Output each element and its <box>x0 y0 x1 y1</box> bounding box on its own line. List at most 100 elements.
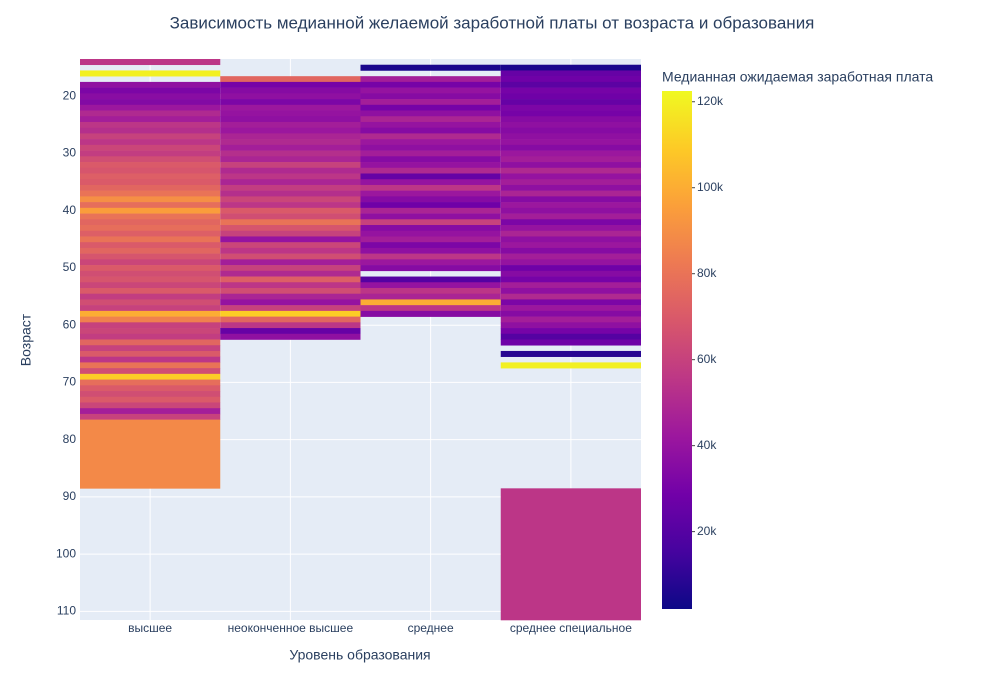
heatmap-cell <box>500 184 641 191</box>
heatmap-cell <box>80 230 221 237</box>
y-tick-label: 40 <box>63 203 77 217</box>
heatmap-cell <box>80 150 221 157</box>
heatmap-cell <box>220 219 361 226</box>
heatmap-cell <box>500 139 641 146</box>
y-tick-label: 80 <box>63 432 77 446</box>
heatmap-cell <box>500 488 641 621</box>
y-tick-label: 100 <box>56 546 76 560</box>
heatmap-cell <box>80 167 221 174</box>
y-tick-label: 20 <box>63 88 77 102</box>
heatmap-cell <box>500 219 641 226</box>
heatmap-cell <box>360 190 501 197</box>
heatmap-cell <box>80 127 221 134</box>
heatmap-cell <box>360 104 501 111</box>
heatmap-cell <box>360 282 501 289</box>
heatmap-cell <box>500 116 641 123</box>
heatmap-cell <box>220 328 361 335</box>
heatmap-cell <box>220 333 361 340</box>
heatmap-cell <box>360 144 501 151</box>
heatmap-cell <box>220 133 361 140</box>
heatmap-cell <box>500 242 641 249</box>
heatmap-cell <box>220 156 361 163</box>
y-tick-label: 50 <box>63 260 77 274</box>
heatmap-cell <box>500 305 641 312</box>
heatmap-cell <box>500 156 641 163</box>
heatmap-cell <box>220 242 361 249</box>
heatmap-cell <box>80 162 221 169</box>
heatmap-cell <box>360 150 501 157</box>
heatmap-cell <box>500 127 641 134</box>
heatmap-cell <box>80 402 221 409</box>
heatmap-cell <box>360 299 501 306</box>
heatmap-cell <box>500 144 641 151</box>
heatmap-cell <box>500 253 641 260</box>
heatmap-cell <box>360 287 501 295</box>
heatmap-cell <box>220 139 361 146</box>
heatmap-cell <box>80 259 221 266</box>
heatmap-cell <box>500 64 641 71</box>
heatmap-cell <box>500 81 641 88</box>
heatmap-cell <box>220 287 361 295</box>
heatmap-cell <box>80 81 221 88</box>
x-axis-title: Уровень образования <box>289 647 430 663</box>
heatmap-cell <box>500 162 641 169</box>
heatmap-cell <box>220 127 361 134</box>
heatmap-cell <box>360 219 501 226</box>
heatmap-cell <box>80 184 221 191</box>
heatmap-cell <box>80 373 221 380</box>
heatmap-cell <box>80 242 221 249</box>
heatmap-cell <box>80 219 221 226</box>
heatmap-cell <box>360 121 501 128</box>
heatmap-cell <box>500 310 641 317</box>
x-tick-label: неоконченное высшее <box>228 621 354 635</box>
heatmap-cell <box>220 104 361 111</box>
heatmap-cell <box>80 104 221 111</box>
heatmap-cell <box>220 236 361 243</box>
heatmap-cell <box>80 121 221 128</box>
heatmap-cell <box>500 230 641 237</box>
heatmap-cell <box>220 190 361 197</box>
heatmap-cell <box>500 350 641 357</box>
heatmap-cell <box>80 379 221 386</box>
heatmap-cell <box>360 202 501 209</box>
heatmap-cell <box>360 93 501 100</box>
heatmap-cell <box>80 282 221 289</box>
heatmap-cell <box>360 99 501 106</box>
heatmap-cell <box>220 202 361 209</box>
heatmap-cell <box>80 133 221 140</box>
heatmap-cell <box>220 87 361 94</box>
heatmap-cell <box>360 179 501 186</box>
heatmap-cell <box>360 259 501 266</box>
heatmap-cell <box>80 287 221 295</box>
x-tick-label: среднее специальное <box>510 621 632 635</box>
heatmap-cell <box>220 230 361 237</box>
heatmap-cell <box>80 356 221 363</box>
heatmap-cell <box>360 310 501 317</box>
heatmap-cell <box>500 282 641 289</box>
heatmap-cell <box>220 110 361 117</box>
heatmap-cell <box>500 173 641 180</box>
heatmap-cell <box>360 167 501 174</box>
heatmap-cell <box>80 93 221 100</box>
heatmap-cell <box>220 121 361 128</box>
heatmap-cell <box>360 110 501 117</box>
heatmap-cell <box>360 162 501 169</box>
heatmap-cell <box>220 184 361 191</box>
heatmap-cell <box>500 202 641 209</box>
heatmap-cell <box>500 133 641 140</box>
heatmap-cell <box>220 305 361 312</box>
heatmap-cell <box>80 139 221 146</box>
heatmap-cell <box>360 225 501 232</box>
heatmap-cell <box>80 419 221 489</box>
heatmap-cell <box>500 121 641 128</box>
heatmap-cell <box>80 408 221 415</box>
heatmap-cell <box>80 328 221 335</box>
heatmap-cell <box>80 253 221 260</box>
heatmap-cell <box>500 293 641 300</box>
heatmap-cell <box>500 265 641 272</box>
y-tick-label: 110 <box>57 604 76 618</box>
heatmap-cell <box>500 99 641 106</box>
y-tick-label: 90 <box>63 489 77 503</box>
colorbar-tick-label: 80k <box>697 266 717 280</box>
heatmap-cell <box>220 76 361 83</box>
